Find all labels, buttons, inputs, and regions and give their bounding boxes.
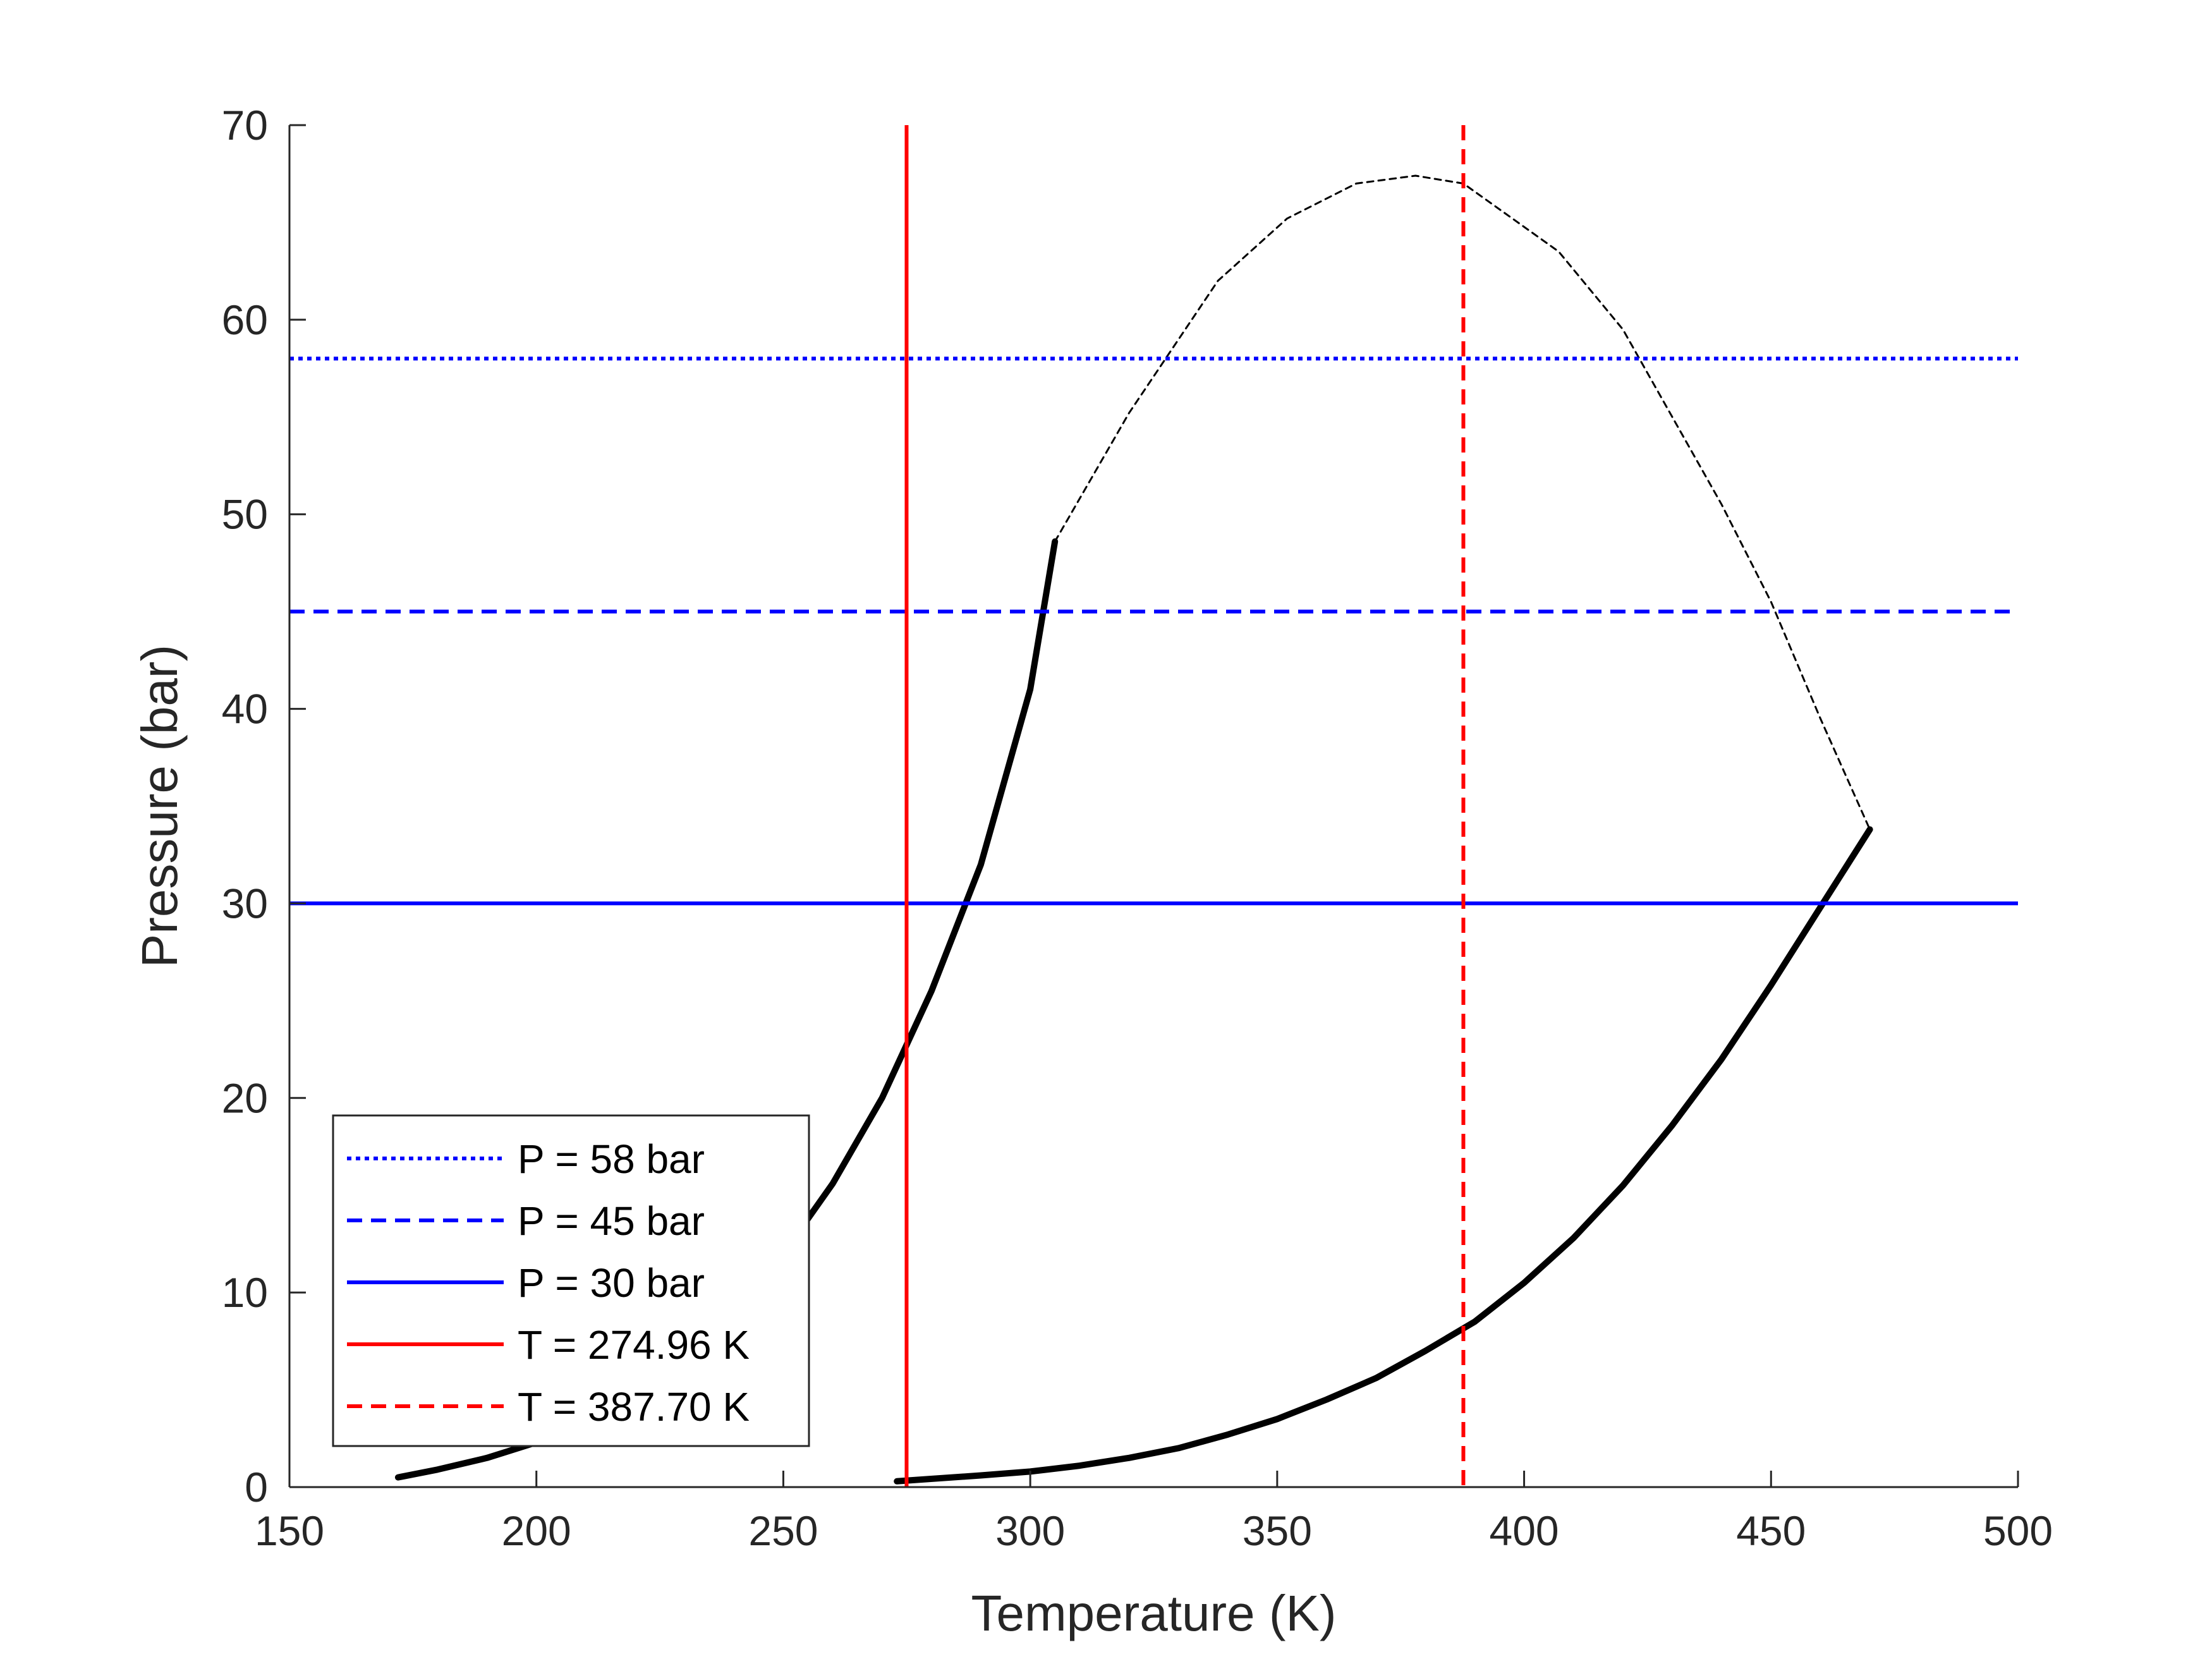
legend-label-3: P = 30 bar bbox=[518, 1260, 705, 1306]
y-tick-label: 30 bbox=[222, 880, 268, 927]
chart-axes: 150 200 250 300 350 400 450 500 0 10 20 30 40 50 60 70 T… bbox=[131, 102, 2053, 1641]
y-tick-label: 0 bbox=[245, 1464, 268, 1510]
chart-legend: P = 58 bar P = 45 bar P = 30 bar T = 274.96… bbox=[332, 1114, 810, 1447]
legend-label-5: T = 387.70 K bbox=[518, 1384, 750, 1430]
y-tick-label: 50 bbox=[222, 491, 268, 538]
y-tick-label: 70 bbox=[222, 102, 268, 149]
x-tick-label: 450 bbox=[1736, 1507, 1806, 1554]
y-tick-label: 10 bbox=[222, 1269, 268, 1316]
x-tick-label: 400 bbox=[1490, 1507, 1559, 1554]
x-axis-title: Temperature (K) bbox=[971, 1585, 1337, 1641]
legend-label-4: T = 274.96 K bbox=[518, 1322, 750, 1368]
x-tick-label: 350 bbox=[1243, 1507, 1312, 1554]
x-tick-label: 150 bbox=[255, 1507, 324, 1554]
x-tick-label: 200 bbox=[502, 1507, 571, 1554]
x-tick-label: 500 bbox=[1983, 1507, 2053, 1554]
legend-label-1: P = 58 bar bbox=[518, 1136, 705, 1182]
y-tick-label: 60 bbox=[222, 296, 268, 343]
y-tick-label: 20 bbox=[222, 1074, 268, 1121]
curve-2 bbox=[894, 826, 1873, 1485]
x-tick-label: 250 bbox=[748, 1507, 818, 1554]
x-tick-label: 300 bbox=[995, 1507, 1065, 1554]
y-tick-label: 40 bbox=[222, 686, 268, 732]
y-axis-title: Pressure (bar) bbox=[131, 645, 188, 968]
legend-label-2: P = 45 bar bbox=[518, 1198, 705, 1244]
